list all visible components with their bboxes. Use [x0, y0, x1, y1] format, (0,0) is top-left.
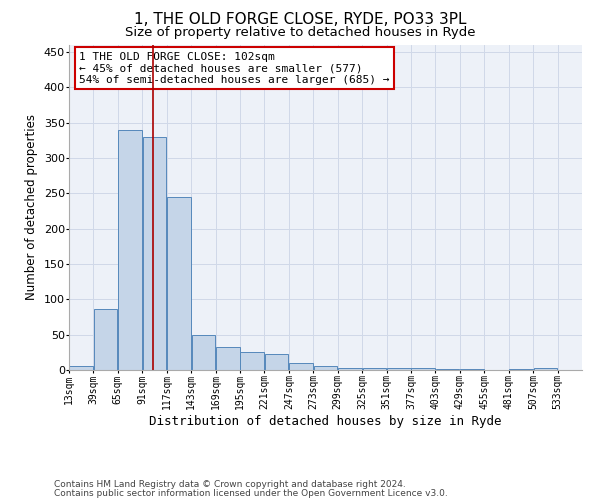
Y-axis label: Number of detached properties: Number of detached properties	[25, 114, 38, 300]
Text: 1 THE OLD FORGE CLOSE: 102sqm
← 45% of detached houses are smaller (577)
54% of : 1 THE OLD FORGE CLOSE: 102sqm ← 45% of d…	[79, 52, 390, 84]
Bar	[143, 137, 166, 370]
Bar	[265, 354, 289, 370]
Text: Size of property relative to detached houses in Ryde: Size of property relative to detached ho…	[125, 26, 475, 39]
Bar	[314, 366, 337, 370]
Bar	[338, 368, 362, 370]
Bar	[94, 308, 118, 370]
Bar	[436, 368, 460, 370]
Bar	[289, 363, 313, 370]
Bar	[241, 352, 264, 370]
Bar	[191, 334, 215, 370]
Text: Contains HM Land Registry data © Crown copyright and database right 2024.: Contains HM Land Registry data © Crown c…	[54, 480, 406, 489]
X-axis label: Distribution of detached houses by size in Ryde: Distribution of detached houses by size …	[149, 415, 502, 428]
Text: 1, THE OLD FORGE CLOSE, RYDE, PO33 3PL: 1, THE OLD FORGE CLOSE, RYDE, PO33 3PL	[134, 12, 466, 28]
Bar	[533, 368, 557, 370]
Bar	[216, 348, 239, 370]
Bar	[118, 130, 142, 370]
Bar	[70, 366, 93, 370]
Bar	[167, 197, 191, 370]
Text: Contains public sector information licensed under the Open Government Licence v3: Contains public sector information licen…	[54, 489, 448, 498]
Bar	[362, 368, 386, 370]
Bar	[509, 368, 533, 370]
Bar	[412, 368, 435, 370]
Bar	[387, 368, 410, 370]
